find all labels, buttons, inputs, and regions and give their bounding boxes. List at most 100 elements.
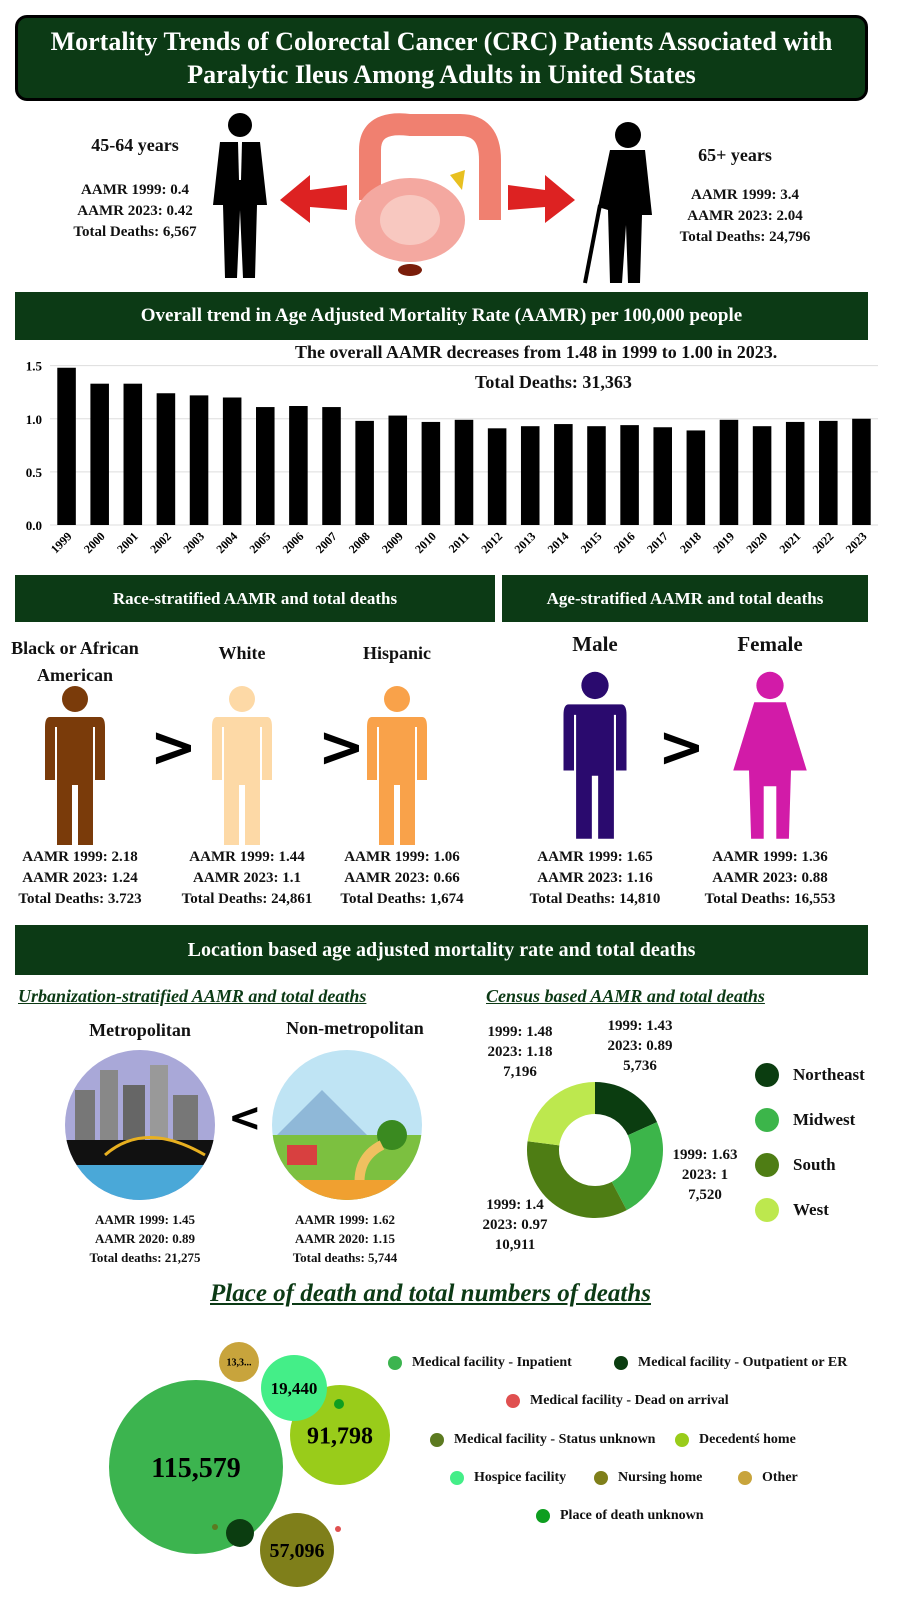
total-deaths: Total deaths: 5,744 — [292, 1250, 398, 1265]
legend-label: Midwest — [793, 1110, 856, 1129]
bar-2004 — [222, 397, 242, 525]
overall-trend-header: Overall trend in Age Adjusted Mortality … — [15, 292, 868, 340]
aamr-1999: 1999: 1.4 — [486, 1197, 544, 1213]
legend-label: Northeast — [793, 1065, 865, 1084]
place-legend-item: Decedentś home — [675, 1432, 796, 1448]
bar-2015 — [587, 426, 606, 525]
city-skyline-icon — [65, 1050, 215, 1200]
bubble-medical-facility-status-unknown — [212, 1524, 218, 1530]
x-tick-label: 2022 — [810, 529, 837, 556]
bubble-label: 115,579 — [151, 1453, 240, 1484]
legend-label: Nursing home — [618, 1470, 703, 1485]
legend-dot-icon — [506, 1394, 520, 1408]
aamr-1999: AAMR 1999: 3.4 — [691, 187, 799, 203]
aamr-2023: AAMR 2023: 1.16 — [537, 870, 653, 886]
legend-label: Place of death unknown — [560, 1508, 704, 1523]
donut-slice-northeast — [595, 1082, 658, 1136]
aamr-1999: AAMR 1999: 1.65 — [537, 849, 653, 865]
bubble-other — [219, 1342, 259, 1382]
census-label-west: 1999: 1.48 2023: 1.18 7,196 — [475, 1022, 565, 1082]
y-tick-label: 1.0 — [26, 412, 42, 427]
place-bubble-chart: 115,579 91,798 19,440 57,096 13,3... — [109, 1342, 390, 1587]
bar-2003 — [189, 395, 209, 525]
urban-title: Urbanization-stratified AAMR and total d… — [18, 986, 367, 1006]
aamr-2023: 2023: 1.18 — [487, 1044, 553, 1060]
aamr-2020: AAMR 2020: 1.15 — [294, 1231, 395, 1246]
non-metropolitan-label: Non-metropolitan — [286, 1018, 424, 1038]
total-deaths: Total Deaths: 14,810 — [529, 891, 661, 907]
bar-2007 — [322, 407, 341, 525]
x-tick-label: 2008 — [346, 529, 373, 556]
bar-2023 — [852, 418, 871, 525]
race-stats: AAMR 1999: 1.44 AAMR 2023: 1.1 Total Death… — [162, 847, 332, 910]
bar-2011 — [454, 419, 474, 525]
aamr-2023: 2023: 0.97 — [482, 1217, 548, 1233]
legend-dot-icon — [755, 1063, 779, 1087]
x-tick-label: 2007 — [313, 529, 340, 556]
legend-dot-icon — [675, 1433, 689, 1447]
place-legend-item: Medical facility - Inpatient — [388, 1355, 572, 1371]
legend-south: South — [755, 1153, 836, 1177]
x-tick-label: 2003 — [180, 529, 207, 556]
sex-label: Male — [572, 632, 618, 656]
legend-dot-icon — [755, 1153, 779, 1177]
bar-2006 — [289, 406, 308, 525]
legend-label: Medical facility - Status unknown — [454, 1432, 656, 1447]
legend-dot-icon — [536, 1509, 550, 1523]
less-than-symbol: < — [228, 1095, 262, 1141]
bar-2012 — [487, 428, 507, 525]
bubble-label: 19,440 — [271, 1379, 318, 1398]
legend-dot-icon — [614, 1356, 628, 1370]
census-title: Census based AAMR and total deaths — [486, 986, 765, 1006]
census-label-northeast: 1999: 1.43 2023: 0.89 5,736 — [595, 1016, 685, 1076]
total-deaths: 7,196 — [503, 1064, 537, 1080]
donut-slice-south — [527, 1141, 627, 1218]
y-tick-label: 1.5 — [26, 359, 43, 374]
legend-label: Medical facility - Outpatient or ER — [638, 1355, 848, 1370]
x-tick-label: 2010 — [412, 529, 439, 556]
legend-dot-icon — [388, 1356, 402, 1370]
bar-2022 — [819, 420, 838, 525]
legend-label: Medical facility - Dead on arrival — [530, 1393, 729, 1408]
aamr-1999: 1999: 1.48 — [487, 1024, 553, 1040]
bubble-place-of-death-unknown — [334, 1399, 344, 1409]
x-tick-label: 2019 — [710, 529, 737, 556]
aamr-2023: 2023: 0.89 — [607, 1038, 673, 1054]
aamr-2023: 2023: 1 — [681, 1167, 729, 1183]
x-tick-label: 2012 — [478, 529, 505, 556]
metropolitan-label: Metropolitan — [89, 1020, 191, 1040]
age-65-label: 65+ years — [698, 145, 772, 165]
bar-2001 — [123, 383, 143, 525]
sex-label: Female — [737, 632, 803, 656]
bar-1999 — [57, 367, 76, 525]
total-deaths: Total Deaths: 3.723 — [18, 891, 142, 907]
greater-than-symbol: > — [150, 715, 197, 780]
bar-2010 — [421, 421, 441, 525]
legend-midwest: Midwest — [755, 1108, 855, 1132]
x-tick-label: 2004 — [213, 529, 240, 556]
place-legend-item: Hospice facility — [450, 1470, 566, 1486]
y-tick-label: 0.0 — [26, 518, 42, 533]
elderly-man-silhouette-icon — [583, 122, 652, 284]
x-tick-label: 2021 — [776, 529, 803, 556]
race-label: Black or African American — [11, 638, 139, 685]
legend-west: West — [755, 1198, 829, 1222]
aamr-bar-chart: 0.0 0.5 1.0 1.5 1999 2000 2001 2002 2003 2004 2005… — [26, 359, 878, 556]
x-tick-label: 1999 — [48, 529, 75, 556]
bar-2019 — [719, 419, 739, 525]
sex-stats: AAMR 1999: 1.65 AAMR 2023: 1.16 Total Deat… — [510, 847, 680, 910]
legend-label: Hospice facility — [474, 1470, 567, 1485]
legend-label: West — [793, 1200, 829, 1219]
legend-dot-icon — [738, 1471, 752, 1485]
age-45-64-stats: AAMR 1999: 0.4 AAMR 2023: 0.42 Total Dea… — [55, 180, 215, 243]
chart-annotation: The overall AAMR decreases from 1.48 in … — [295, 342, 778, 362]
total-deaths: Total Deaths: 24,796 — [679, 229, 811, 245]
total-deaths: 10,911 — [494, 1237, 536, 1253]
x-tick-label: 2015 — [578, 529, 605, 556]
total-deaths: Total Deaths: 16,553 — [704, 891, 836, 907]
donut-slice-west — [527, 1082, 595, 1146]
aamr-1999: AAMR 1999: 1.45 — [94, 1212, 195, 1227]
age-65-stats: AAMR 1999: 3.4 AAMR 2023: 2.04 Total Dea… — [660, 185, 830, 248]
total-deaths: Total deaths: 21,275 — [89, 1250, 201, 1265]
race-stats: AAMR 1999: 1.06 AAMR 2023: 0.66 Total Deat… — [317, 847, 487, 910]
